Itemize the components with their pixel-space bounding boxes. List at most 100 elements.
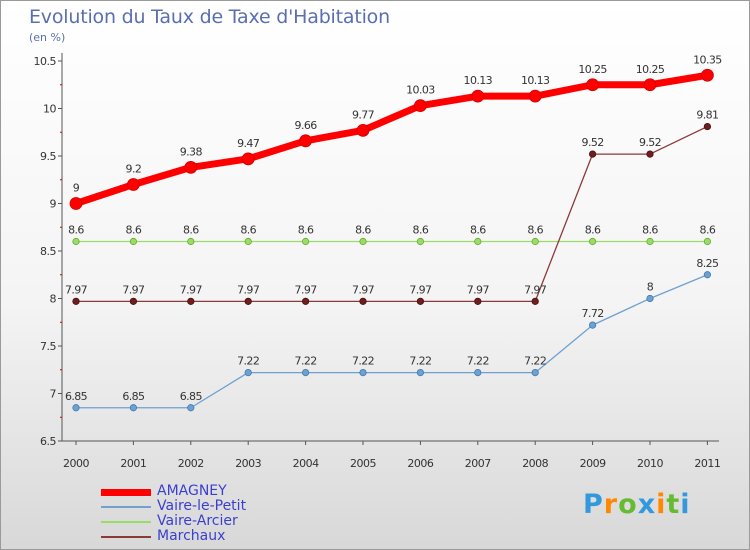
data-label: 9.2 — [126, 163, 142, 176]
logo-letter: P — [583, 489, 604, 520]
legend-label: Vaire-le-Petit — [157, 498, 247, 514]
data-label: 7.97 — [524, 283, 547, 296]
x-tick-label: 2011 — [694, 457, 720, 470]
data-point — [474, 297, 482, 305]
data-point — [701, 68, 714, 82]
data-label: 9.38 — [180, 145, 203, 158]
chart-subtitle: (en %) — [29, 31, 66, 44]
data-point — [359, 297, 367, 305]
x-tick-label: 2006 — [407, 457, 433, 470]
legend-label: Vaire-Arcier — [157, 513, 238, 529]
data-point — [646, 237, 654, 246]
data-label: 10.03 — [406, 84, 435, 97]
y-tick-label: 8.5 — [40, 245, 56, 258]
data-point — [129, 297, 137, 305]
data-label: 8 — [647, 281, 654, 294]
series-line-vaire-le-petit — [76, 274, 708, 409]
data-point — [528, 89, 542, 103]
data-label: 7.97 — [409, 283, 432, 296]
legend-swatch — [101, 506, 151, 508]
data-label: 7.22 — [295, 355, 317, 368]
data-point — [646, 150, 654, 158]
y-tick-label: 6.5 — [40, 435, 56, 448]
y-tick-label: 10 — [43, 103, 56, 116]
logo-letter: i — [680, 489, 691, 520]
data-point — [416, 237, 424, 246]
y-tick-label: 9 — [50, 198, 57, 211]
data-label: 6.85 — [122, 390, 145, 403]
data-point — [244, 237, 252, 246]
data-label: 7.97 — [352, 283, 375, 296]
data-point — [72, 297, 80, 305]
data-point — [301, 297, 310, 305]
data-label: 7.22 — [352, 355, 374, 368]
data-point — [646, 294, 654, 303]
proxiti-logo: Proxiti — [583, 489, 691, 520]
data-point — [129, 237, 137, 246]
x-tick-label: 2007 — [465, 457, 491, 470]
data-point — [187, 237, 195, 246]
data-label: 8.6 — [642, 224, 658, 237]
data-point — [359, 368, 367, 377]
x-tick-label: 2010 — [637, 457, 663, 470]
data-label: 8.6 — [413, 224, 429, 237]
data-label: 9 — [73, 182, 80, 195]
data-point — [413, 99, 427, 113]
data-point — [244, 297, 252, 305]
data-point — [474, 368, 482, 377]
data-label: 6.85 — [65, 390, 88, 403]
x-tick-label: 2001 — [120, 457, 146, 470]
data-label: 9.52 — [582, 136, 604, 149]
data-label: 10.35 — [693, 53, 722, 66]
y-tick-label: 8 — [50, 293, 57, 306]
data-label: 7.97 — [65, 283, 88, 296]
data-point — [703, 271, 712, 279]
data-point — [531, 368, 539, 377]
data-label: 6.85 — [180, 390, 203, 403]
data-point — [471, 89, 485, 103]
data-point — [359, 237, 367, 246]
data-label: 8.6 — [68, 224, 84, 237]
y-tick-label: 7 — [50, 388, 57, 401]
legend-swatch — [101, 536, 151, 538]
data-label: 9.52 — [639, 136, 661, 149]
logo-letter: t — [666, 489, 681, 520]
data-label: 8.25 — [696, 257, 719, 270]
data-point — [356, 123, 370, 137]
data-label: 9.66 — [295, 119, 318, 132]
legend-label: AMAGNEY — [157, 483, 227, 499]
data-label: 7.22 — [409, 355, 431, 368]
legend-swatch — [101, 521, 151, 523]
data-point — [301, 237, 310, 246]
data-label: 7.22 — [237, 355, 259, 368]
data-label: 8.6 — [126, 224, 142, 237]
data-label: 10.13 — [464, 74, 493, 87]
logo-letter: r — [603, 489, 619, 520]
y-tick-label: 10.5 — [34, 55, 57, 68]
data-point — [72, 237, 80, 246]
data-label: 10.25 — [578, 63, 607, 76]
data-label: 7.97 — [237, 283, 260, 296]
data-point — [187, 404, 195, 412]
data-point — [244, 368, 252, 377]
data-label: 8.6 — [527, 224, 543, 237]
x-tick-label: 2003 — [235, 457, 261, 470]
data-point — [588, 150, 597, 158]
data-label: 9.47 — [237, 137, 260, 150]
data-point — [643, 78, 657, 92]
data-label: 8.6 — [355, 224, 371, 237]
data-label: 10.13 — [521, 74, 550, 87]
data-label: 8.6 — [700, 224, 716, 237]
data-point — [588, 237, 597, 246]
series-line-amagney — [74, 71, 708, 207]
data-point — [416, 368, 424, 377]
data-label: 8.6 — [585, 224, 601, 237]
data-label: 7.97 — [122, 283, 145, 296]
logo-letter: i — [656, 489, 667, 520]
data-label: 8.6 — [298, 224, 314, 237]
data-point — [531, 297, 539, 305]
data-point — [531, 237, 539, 246]
data-point — [301, 368, 310, 377]
data-label: 7.97 — [180, 283, 203, 296]
